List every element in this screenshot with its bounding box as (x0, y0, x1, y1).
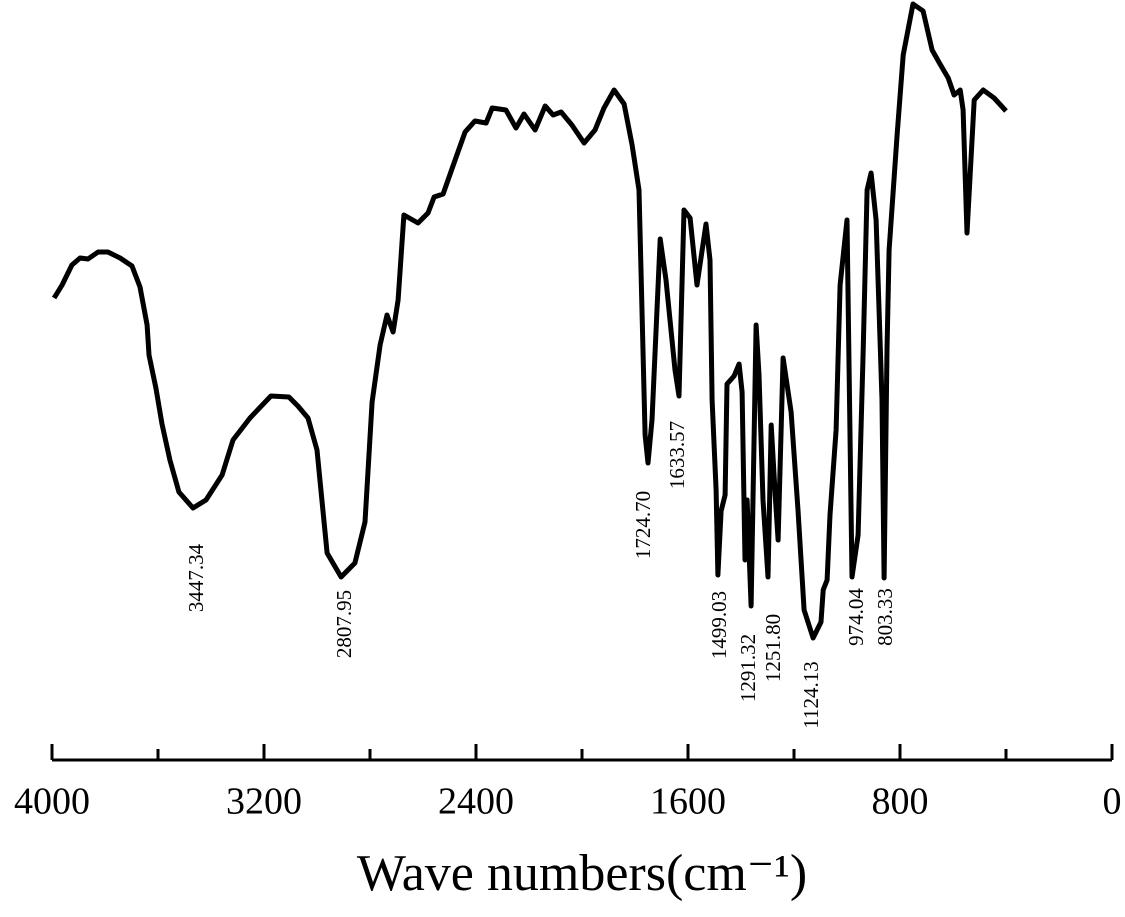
x-tick-label: 2400 (438, 781, 514, 823)
peak-label: 803.33 (873, 588, 897, 646)
peak-label: 3447.34 (184, 543, 208, 612)
spectrum-line (51, 1, 1008, 641)
x-tick-label: 1600 (650, 781, 726, 823)
peak-label: 1499.03 (707, 591, 731, 659)
x-tick-label: 0 (1103, 781, 1122, 823)
x-tick-label: 4000 (14, 781, 90, 823)
x-tick-label: 3200 (226, 781, 302, 823)
peak-label: 1291.32 (736, 634, 760, 702)
peak-label: 974.04 (844, 588, 868, 646)
peak-label: 1633.57 (665, 421, 689, 489)
peak-label: 2807.95 (332, 590, 356, 658)
peak-label: 1251.80 (761, 614, 785, 682)
x-axis-title: Wave numbers(cm⁻¹) (357, 845, 807, 902)
peak-label: 1124.13 (799, 661, 823, 728)
x-tick-label: 800 (872, 781, 929, 823)
peak-label: 1724.70 (631, 491, 655, 559)
